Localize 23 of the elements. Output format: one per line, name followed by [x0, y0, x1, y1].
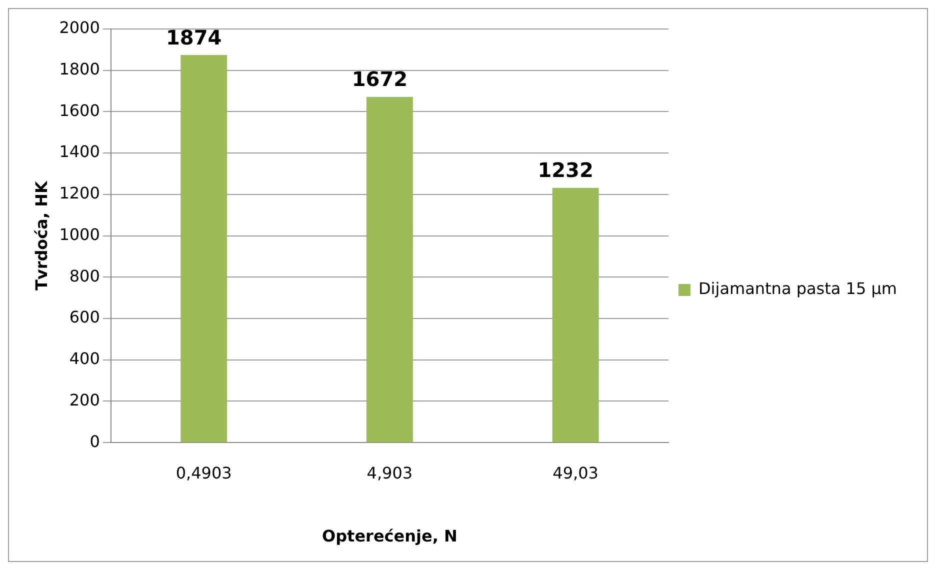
- y-tick-label: 1000: [59, 224, 100, 244]
- data-label: 1232: [538, 158, 594, 182]
- y-tick-label: 0: [90, 432, 100, 451]
- data-label: 1672: [352, 67, 408, 92]
- x-tick-label: 49,03: [552, 463, 598, 482]
- legend-label: Dijamantna pasta 15 µm: [698, 279, 898, 298]
- y-tick-label: 1800: [59, 60, 100, 79]
- y-tick-label: 1200: [59, 184, 100, 203]
- y-tick-label: 400: [69, 349, 100, 368]
- data-label: 1874: [166, 25, 222, 50]
- y-axis-title: Tvrdoća, HK: [32, 180, 51, 291]
- bar: [552, 188, 599, 442]
- x-tick-label: 0,4903: [176, 463, 232, 482]
- y-tick-label: 600: [69, 308, 100, 327]
- x-tick-label: 4,903: [366, 463, 413, 482]
- bar: [180, 55, 228, 442]
- bar: [366, 96, 413, 442]
- y-tick-label: 800: [69, 266, 100, 286]
- y-tick-label: 200: [69, 390, 100, 410]
- x-axis-title: Opterećenje, N: [322, 526, 458, 546]
- y-tick-label: 1600: [59, 100, 100, 120]
- y-tick-label: 1400: [59, 142, 100, 162]
- y-tick-label: 2000: [59, 18, 100, 38]
